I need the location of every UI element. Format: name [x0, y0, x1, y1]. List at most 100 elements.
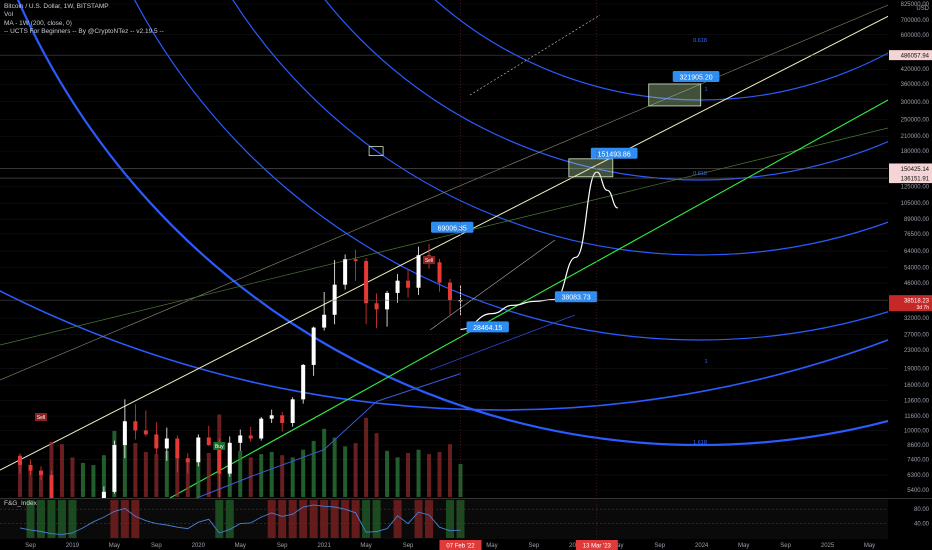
volume-bar	[385, 450, 390, 497]
date-marker-tag	[439, 540, 482, 550]
candle-body	[49, 475, 54, 498]
candle-body	[301, 364, 306, 400]
projection-path	[460, 171, 619, 330]
x-tick-label: Sep	[403, 543, 414, 549]
volume-bar	[18, 461, 22, 497]
price-level-label: 136151.91	[901, 177, 930, 183]
y-tick-label: 16000.00	[904, 383, 930, 389]
x-tick-label: Sep	[780, 543, 791, 549]
candle-body	[437, 262, 442, 283]
price-tag-label: 69006.35	[438, 225, 467, 232]
volume-bar	[154, 454, 159, 497]
volume-bar	[59, 444, 64, 497]
x-tick-label: May	[738, 543, 749, 549]
volume-bar	[122, 436, 127, 497]
fg-line	[19, 504, 461, 535]
fg-zone	[26, 500, 35, 538]
x-tick-label: Sep	[25, 543, 36, 549]
candle-body	[133, 421, 138, 431]
candle-body	[259, 418, 264, 439]
fg-zone	[320, 500, 329, 538]
signal-label: Sell	[37, 415, 45, 421]
volume-bar	[28, 466, 33, 497]
volume-bar	[238, 450, 243, 497]
annotations: Sell Buy Sell 321905.20 151493.86 69006.35 380…	[34, 70, 720, 450]
y-tick-label: 825000.00	[901, 2, 930, 8]
price-level-tag	[889, 50, 932, 61]
candle-body	[343, 259, 348, 285]
volume-bar	[374, 433, 379, 497]
y-tick-label: 105000.00	[901, 201, 930, 207]
ma-extension	[429, 314, 576, 371]
date-marker-label: 07 Feb '22	[446, 544, 475, 550]
signal-tag	[213, 442, 226, 450]
channel-lines	[0, 4, 888, 498]
y-tick-label: 7400.00	[907, 458, 929, 464]
y-tick-label: 360000.00	[901, 82, 930, 88]
fg-zone	[299, 500, 308, 538]
volume-bar	[280, 455, 285, 497]
vol-line: Vol	[4, 11, 14, 19]
signal-tag	[34, 413, 47, 421]
signal-label: Buy	[215, 444, 224, 450]
candle-body	[322, 314, 327, 328]
volume-bar	[406, 453, 411, 497]
y-tick-label: 6300.00	[907, 473, 929, 479]
volume-bar	[164, 450, 169, 497]
candle-body	[238, 435, 243, 443]
candle-body	[406, 280, 411, 288]
price-level-label: 150425.14	[901, 167, 930, 173]
projection-path	[460, 171, 619, 330]
price-tag	[554, 291, 598, 303]
candle-body	[395, 280, 400, 293]
fib-arc	[324, 0, 888, 181]
fg-zone	[131, 500, 140, 538]
date-marker-label: 13 Mar '23	[583, 544, 612, 550]
fg-zone	[362, 500, 371, 538]
fg-zone	[120, 500, 129, 538]
y-tick-label: 700000.00	[901, 18, 930, 24]
candle-body	[227, 442, 232, 474]
fib-arc	[134, 0, 888, 341]
volume-bar	[353, 443, 358, 497]
volume-bar	[437, 451, 442, 497]
chart-legend: Bitcoin / U.S. Dollar, 1W, BITSTAMP Vol …	[4, 3, 164, 36]
price-tag	[466, 321, 509, 333]
fg-zone	[425, 500, 434, 538]
y-tick-label: 19000.00	[904, 366, 930, 372]
price-level-lines	[0, 54, 888, 301]
fg-zone	[68, 500, 77, 538]
candle-body	[122, 421, 127, 446]
candle-body	[353, 259, 358, 262]
candle-body	[416, 255, 421, 288]
volume-bar	[80, 462, 85, 497]
signal-tag	[423, 256, 436, 264]
y-tick-label: 13600.00	[904, 399, 930, 405]
x-tick-label: Sep	[529, 543, 540, 549]
price-level-tag	[889, 173, 932, 184]
price-tag	[672, 70, 720, 82]
x-tick-label: May	[235, 543, 246, 549]
y-tick-label: 8600.00	[907, 443, 929, 449]
candle-body	[185, 458, 190, 463]
fg-zone	[372, 500, 381, 538]
candle-body	[290, 399, 295, 424]
price-tag-label: 151493.86	[598, 151, 631, 158]
target-box	[568, 158, 614, 178]
x-tick-label: Sep	[654, 543, 665, 549]
x-tick-label: Sep	[277, 543, 288, 549]
channel-lower	[169, 99, 888, 498]
target-box	[368, 146, 384, 157]
fg-zone	[309, 500, 318, 538]
channel-mid	[0, 127, 888, 346]
volume-bar	[248, 457, 253, 497]
volume-bar	[259, 454, 264, 497]
volume-bar	[311, 440, 316, 497]
candle-body	[154, 434, 159, 449]
volume-bar	[206, 453, 211, 497]
ma-line: MA - 1W (200, close, 0)	[4, 19, 72, 27]
fg-zone	[414, 500, 423, 538]
volume-bar	[70, 457, 75, 497]
target-box	[648, 83, 702, 107]
